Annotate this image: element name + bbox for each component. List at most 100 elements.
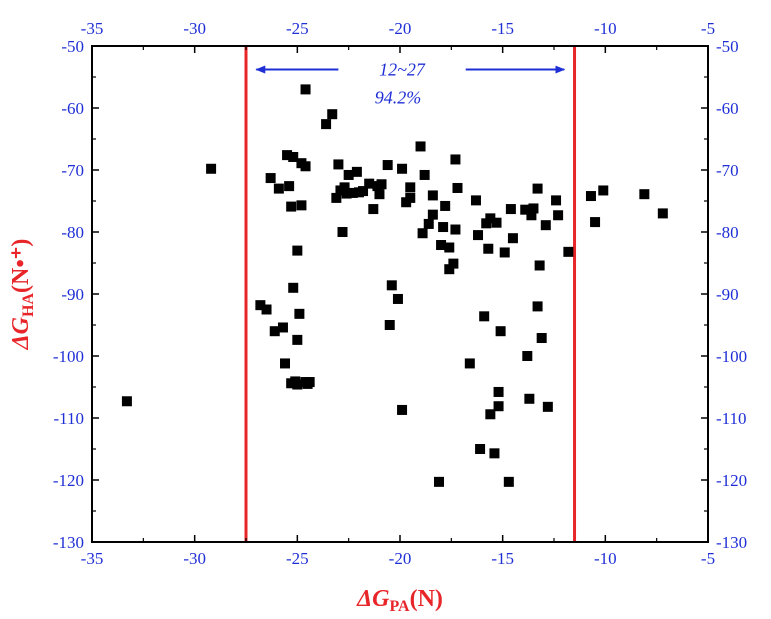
data-point	[542, 401, 553, 412]
data-point	[296, 200, 307, 211]
data-point	[485, 409, 496, 420]
data-point	[304, 377, 315, 388]
x-axis-title: ΔGPA(N)	[356, 586, 443, 615]
data-point	[292, 379, 303, 390]
y-axis-title-sub: HA	[20, 293, 37, 317]
data-point	[598, 185, 609, 196]
data-point	[337, 227, 348, 237]
data-point	[450, 224, 461, 235]
data-point	[452, 182, 463, 193]
data-point	[450, 154, 461, 165]
data-point	[522, 351, 533, 361]
data-point	[551, 195, 562, 206]
data-point	[470, 195, 481, 206]
x-axis-title-main: ΔG	[356, 586, 390, 612]
data-point	[282, 150, 293, 161]
data-point	[374, 189, 385, 200]
data-point	[292, 334, 303, 345]
x-tick-label-top: -20	[389, 19, 412, 38]
annotation-percent-text: 94.2%	[375, 88, 422, 108]
y-tick-label-left: -60	[61, 99, 84, 118]
data-point	[434, 476, 445, 487]
data-point	[415, 141, 426, 152]
y-axis-title-main: ΔG	[8, 316, 34, 350]
data-point	[520, 204, 531, 215]
data-point	[273, 183, 284, 194]
data-point	[121, 396, 132, 407]
data-point	[448, 258, 459, 269]
data-point	[327, 109, 338, 120]
x-tick-label-top: -15	[491, 19, 514, 38]
data-point	[532, 301, 543, 312]
y-tick-label-right: -100	[716, 347, 747, 366]
data-point	[206, 163, 217, 174]
data-point	[499, 247, 510, 258]
data-point	[382, 160, 393, 171]
y-tick-label-left: -50	[61, 37, 84, 56]
data-point	[485, 213, 496, 224]
x-tick-label-bottom: -5	[701, 549, 715, 568]
threshold-lines	[244, 46, 577, 542]
x-tick-label-top: -10	[594, 19, 617, 38]
data-point	[438, 222, 449, 233]
y-tick-label-left: -110	[53, 409, 84, 428]
y-tick-label-right: -50	[716, 37, 739, 56]
data-point	[417, 228, 428, 239]
data-point	[347, 187, 358, 198]
y-axis-title-tail: (N•⁺)	[8, 239, 34, 293]
data-point	[427, 190, 438, 201]
x-tick-label-top: -5	[701, 19, 715, 38]
tick-marks	[91, 45, 709, 543]
y-tick-label-left: -130	[53, 533, 84, 552]
data-point	[464, 358, 475, 369]
data-point	[261, 304, 272, 315]
data-point	[475, 444, 486, 454]
data-point	[300, 161, 311, 172]
data-point	[358, 186, 369, 197]
data-point	[294, 308, 305, 319]
y-tick-label-right: -110	[716, 409, 747, 428]
y-tick-label-left: -90	[61, 285, 84, 304]
x-tick-label-top: -35	[81, 19, 104, 38]
data-point	[384, 320, 395, 330]
data-point	[321, 119, 332, 130]
data-point	[341, 188, 352, 199]
data-point	[277, 322, 288, 333]
data-point	[265, 173, 276, 184]
data-point	[540, 220, 551, 231]
data-point	[493, 386, 504, 397]
data-point	[436, 240, 447, 251]
data-point	[489, 448, 500, 459]
data-point	[473, 230, 484, 241]
x-tick-label-bottom: -25	[286, 549, 309, 568]
data-point	[280, 358, 291, 369]
x-tick-label-bottom: -20	[389, 549, 412, 568]
data-point	[657, 208, 668, 219]
x-axis-title-sub: PA	[389, 598, 410, 615]
y-axis-title: ΔGHA(N•⁺)	[8, 239, 37, 351]
data-point	[590, 217, 601, 228]
x-tick-label-top: -30	[183, 19, 206, 38]
data-point	[364, 178, 375, 189]
data-point	[386, 280, 397, 291]
data-point	[284, 181, 295, 192]
data-point	[528, 203, 539, 214]
data-point	[343, 169, 354, 180]
y-tick-label-left: -70	[61, 161, 84, 180]
data-point	[351, 166, 362, 177]
x-tick-label-bottom: -35	[81, 549, 104, 568]
data-point	[493, 401, 504, 412]
data-point	[405, 192, 416, 203]
data-point	[269, 326, 280, 337]
data-point	[585, 191, 596, 202]
data-point	[333, 159, 344, 170]
y-tick-label-left: -100	[53, 347, 84, 366]
data-point	[536, 333, 547, 344]
x-tick-label-bottom: -10	[594, 549, 617, 568]
data-point	[427, 209, 438, 220]
y-tick-label-right: -90	[716, 285, 739, 304]
data-point	[300, 84, 311, 95]
tick-labels: -35-35-30-30-25-25-20-20-15-15-10-10-5-5…	[53, 19, 747, 568]
data-point	[505, 204, 516, 215]
